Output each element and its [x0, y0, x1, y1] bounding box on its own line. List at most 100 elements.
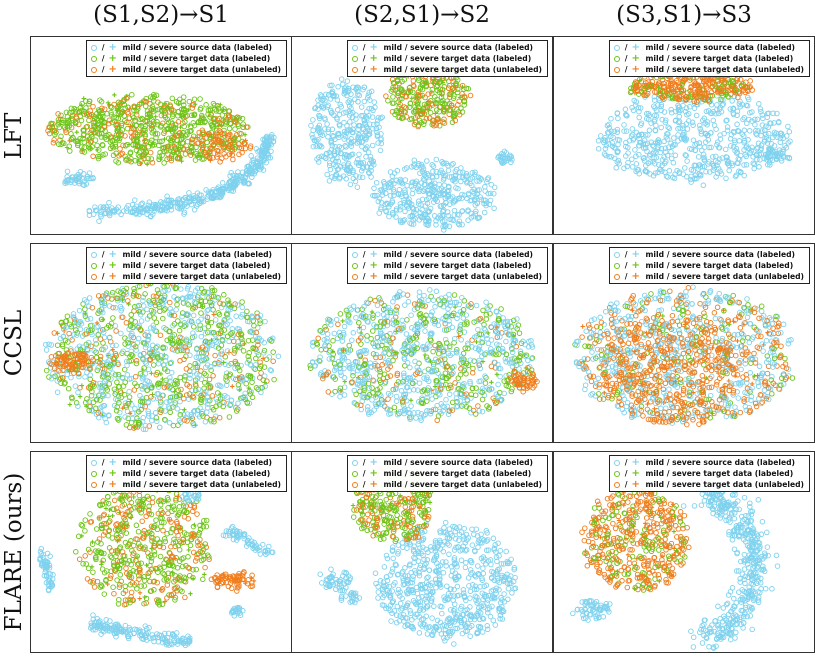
- scatter-point: [338, 103, 344, 110]
- scatter-point: [268, 148, 274, 155]
- scatter-point: [98, 98, 105, 105]
- scatter-point: [488, 324, 495, 330]
- scatter-point: [315, 335, 321, 342]
- scatter-point: [701, 144, 708, 150]
- scatter-point: [465, 208, 471, 215]
- legend-label: mild / severe source data (labeled): [122, 43, 273, 52]
- scatter-point: [343, 144, 349, 150]
- scatter-point: [115, 288, 121, 294]
- scatter-point: [168, 197, 175, 204]
- scatter-point: [182, 344, 188, 350]
- scatter-point: [668, 149, 674, 155]
- scatter-point: [168, 359, 175, 366]
- scatter-point: [257, 374, 263, 381]
- column-title-s3: (S3,S1)→S3: [616, 2, 752, 28]
- scatter-point: [198, 376, 205, 382]
- scatter-point: [145, 202, 152, 208]
- scatter-point: [173, 377, 179, 384]
- scatter-point: [64, 114, 71, 120]
- scatter-point: [131, 208, 138, 214]
- scatter-point: [179, 159, 184, 164]
- scatter-point: [67, 361, 74, 368]
- scatter-point: [143, 98, 150, 105]
- scatter-point: [161, 384, 168, 391]
- scatter-point: [227, 113, 233, 120]
- scatter-point: [745, 145, 752, 152]
- scatter-point: [165, 135, 172, 142]
- scatter-point: [89, 322, 95, 329]
- plus-marker-icon: +: [108, 259, 117, 271]
- scatter-point: [638, 122, 644, 128]
- scatter-point: [709, 84, 715, 90]
- row-title-wrap-ccsl: CCSL: [0, 243, 28, 443]
- scatter-point: [97, 327, 104, 334]
- legend: / + mild / severe source data (labeled) / + m…: [85, 247, 287, 284]
- scatter-point: [175, 154, 181, 161]
- scatter-point: [421, 315, 428, 322]
- scatter-point: [514, 316, 520, 322]
- scatter-point: [150, 128, 157, 134]
- scatter-point: [365, 149, 372, 156]
- scatter-point: [200, 413, 206, 419]
- scatter-point: [217, 322, 223, 328]
- scatter-point: [240, 340, 246, 346]
- scatter-point: [204, 307, 210, 314]
- scatter-point: [254, 314, 260, 320]
- scatter-point: [64, 174, 70, 180]
- scatter-point: [672, 142, 678, 148]
- scatter-point: [316, 143, 323, 149]
- scatter-point: [162, 417, 169, 423]
- scatter-point: [63, 318, 70, 324]
- scatter-point: [221, 144, 227, 151]
- scatter-point: [710, 154, 716, 160]
- scatter-point: [239, 115, 246, 122]
- scatter-point: [392, 111, 398, 118]
- scatter-point: [144, 211, 150, 218]
- scatter-point: [412, 115, 419, 121]
- scatter-point: [101, 302, 108, 309]
- scatter-point: [211, 116, 218, 123]
- scatter-point: [156, 424, 163, 431]
- scatter-point: [217, 300, 223, 307]
- scatter-point: [328, 140, 334, 146]
- scatter-point: [208, 195, 214, 201]
- scatter-point: [345, 160, 352, 167]
- scatter-point: [608, 115, 614, 122]
- scatter-point: [337, 369, 344, 376]
- scatter-point: [663, 117, 669, 123]
- scatter-point: [165, 119, 172, 126]
- scatter-point: [675, 125, 681, 132]
- scatter-point: [132, 205, 138, 212]
- scatter-point: [393, 177, 400, 184]
- scatter-point: [662, 149, 669, 155]
- scatter-point: [370, 125, 376, 132]
- scatter-point: [696, 140, 703, 146]
- scatter-point: [92, 119, 98, 125]
- scatter-point: [312, 104, 319, 111]
- scatter-point: [786, 128, 793, 135]
- scatter-point: [675, 132, 681, 138]
- scatter-point: [695, 154, 702, 160]
- scatter-point: [218, 351, 224, 357]
- scatter-point: [441, 116, 447, 123]
- scatter-point: [190, 120, 196, 126]
- scatter-point: [641, 157, 648, 164]
- scatter-point: [51, 365, 58, 372]
- scatter-point: [459, 94, 465, 100]
- scatter-point: [718, 171, 725, 177]
- scatter-point: [216, 414, 223, 421]
- scatter-point: [85, 343, 92, 349]
- scatter-point: [257, 312, 264, 319]
- scatter-point: [96, 308, 103, 314]
- scatter-point: [218, 193, 224, 199]
- scatter-point: [229, 329, 235, 336]
- scatter-point: [390, 86, 396, 93]
- scatter-point: [169, 369, 175, 376]
- scatter-point: [73, 327, 79, 333]
- scatter-point: [328, 137, 335, 144]
- scatter-point: [229, 144, 235, 151]
- scatter-point: [149, 203, 155, 210]
- scatter-point: [124, 119, 130, 126]
- scatter-point: [57, 335, 64, 342]
- scatter-point: [193, 102, 198, 107]
